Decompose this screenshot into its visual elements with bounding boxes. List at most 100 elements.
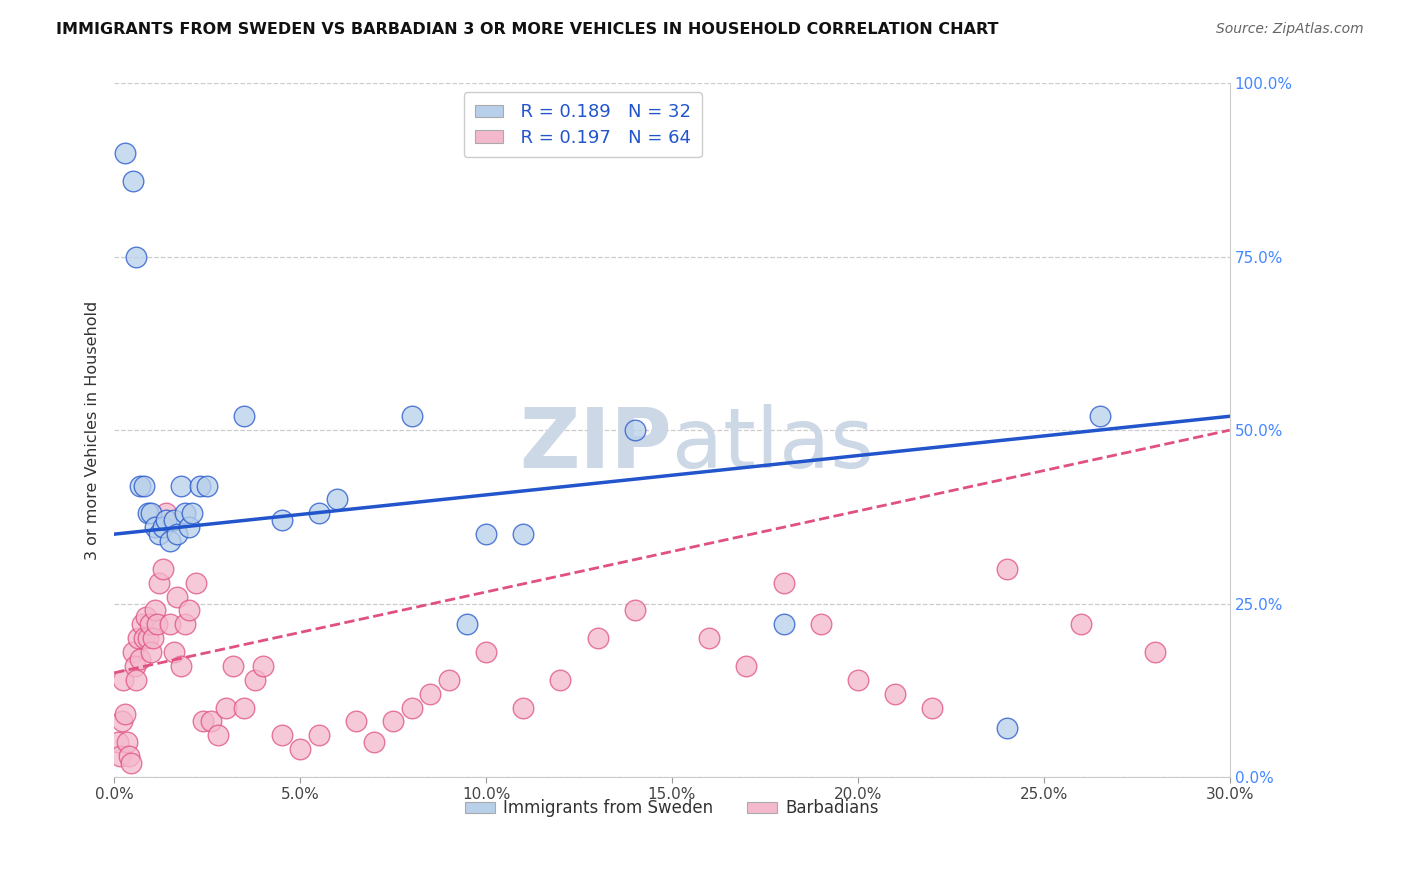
Point: [155, 507, 177, 521]
Text: IMMIGRANTS FROM SWEDEN VS BARBADIAN 3 OR MORE VEHICLES IN HOUSEHOLD CORRELATION : IMMIGRANTS FROM SWEDEN VS BARBADIAN 3 OR…: [56, 22, 998, 37]
Point: [188, 478, 211, 492]
Y-axis label: 3 or more Vehicles in Household: 3 or more Vehicles in Household: [86, 301, 100, 560]
Point: [132, 478, 155, 492]
Point: [181, 507, 204, 521]
Point: [118, 749, 141, 764]
Point: [163, 645, 186, 659]
Point: [1070, 617, 1092, 632]
Point: [772, 617, 794, 632]
Point: [152, 562, 174, 576]
Point: [111, 714, 134, 729]
Point: [550, 673, 572, 687]
Point: [326, 492, 349, 507]
Point: [995, 722, 1018, 736]
Point: [121, 645, 143, 659]
Point: [995, 562, 1018, 576]
Point: [121, 173, 143, 187]
Point: [846, 673, 869, 687]
Point: [129, 478, 152, 492]
Point: [127, 631, 149, 645]
Text: Source: ZipAtlas.com: Source: ZipAtlas.com: [1216, 22, 1364, 37]
Point: [200, 714, 222, 729]
Point: [148, 527, 170, 541]
Point: [1144, 645, 1167, 659]
Point: [288, 742, 311, 756]
Point: [475, 527, 498, 541]
Point: [735, 659, 758, 673]
Point: [308, 728, 330, 742]
Point: [108, 749, 131, 764]
Point: [270, 728, 292, 742]
Point: [233, 700, 256, 714]
Point: [233, 409, 256, 424]
Point: [207, 728, 229, 742]
Point: [155, 513, 177, 527]
Point: [512, 527, 534, 541]
Point: [456, 617, 478, 632]
Legend: Immigrants from Sweden, Barbadians: Immigrants from Sweden, Barbadians: [458, 793, 886, 824]
Point: [252, 659, 274, 673]
Point: [401, 700, 423, 714]
Point: [143, 520, 166, 534]
Point: [512, 700, 534, 714]
Point: [114, 145, 136, 160]
Point: [142, 631, 165, 645]
Point: [697, 631, 720, 645]
Point: [184, 575, 207, 590]
Point: [810, 617, 832, 632]
Point: [152, 520, 174, 534]
Point: [1088, 409, 1111, 424]
Point: [132, 631, 155, 645]
Point: [141, 645, 163, 659]
Point: [146, 617, 169, 632]
Point: [173, 617, 195, 632]
Point: [170, 478, 193, 492]
Point: [125, 673, 148, 687]
Point: [120, 756, 142, 770]
Point: [177, 520, 200, 534]
Point: [114, 707, 136, 722]
Point: [363, 735, 385, 749]
Point: [135, 610, 157, 624]
Point: [143, 603, 166, 617]
Point: [112, 673, 135, 687]
Point: [222, 659, 245, 673]
Point: [344, 714, 367, 729]
Point: [107, 735, 129, 749]
Point: [131, 617, 153, 632]
Point: [270, 513, 292, 527]
Point: [245, 673, 267, 687]
Text: atlas: atlas: [672, 403, 873, 484]
Point: [159, 617, 181, 632]
Point: [138, 617, 160, 632]
Point: [772, 575, 794, 590]
Point: [437, 673, 460, 687]
Point: [401, 409, 423, 424]
Point: [148, 575, 170, 590]
Point: [166, 527, 188, 541]
Point: [124, 659, 146, 673]
Point: [136, 507, 159, 521]
Point: [125, 250, 148, 264]
Point: [129, 652, 152, 666]
Point: [193, 714, 215, 729]
Point: [170, 659, 193, 673]
Point: [166, 590, 188, 604]
Text: ZIP: ZIP: [519, 403, 672, 484]
Point: [308, 507, 330, 521]
Point: [136, 631, 159, 645]
Point: [623, 603, 645, 617]
Point: [195, 478, 218, 492]
Point: [115, 735, 138, 749]
Point: [884, 687, 907, 701]
Point: [173, 507, 195, 521]
Point: [163, 513, 186, 527]
Point: [382, 714, 405, 729]
Point: [159, 534, 181, 549]
Point: [475, 645, 498, 659]
Point: [177, 603, 200, 617]
Point: [623, 423, 645, 437]
Point: [215, 700, 238, 714]
Point: [586, 631, 609, 645]
Point: [419, 687, 441, 701]
